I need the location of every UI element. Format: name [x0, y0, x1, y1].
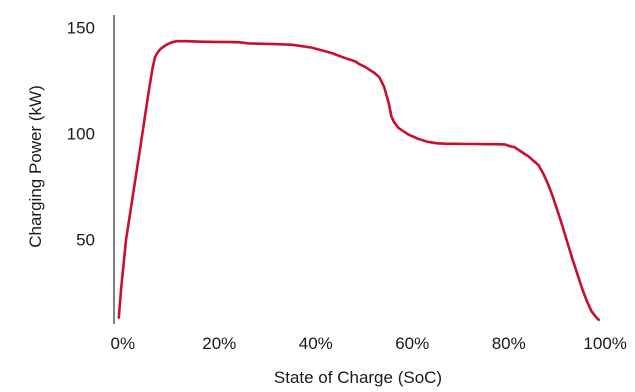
y-tick-label: 50 — [76, 230, 95, 249]
x-tick-label: 40% — [299, 334, 333, 353]
x-axis-title: State of Charge (SoC) — [274, 368, 442, 387]
plot-area — [117, 39, 601, 322]
x-tick-label: 60% — [395, 334, 429, 353]
y-axis-tick-labels: 50 100 150 — [67, 18, 95, 249]
y-tick-label: 150 — [67, 18, 95, 37]
x-tick-label: 100% — [583, 334, 626, 353]
series-line-0 — [117, 39, 601, 322]
x-tick-label: 80% — [492, 334, 526, 353]
x-tick-label: 0% — [111, 334, 136, 353]
y-tick-label: 100 — [67, 124, 95, 143]
x-axis-tick-labels: 0% 20% 40% 60% 80% 100% — [111, 334, 627, 353]
y-axis-title: Charging Power (kW) — [26, 85, 45, 248]
x-tick-label: 20% — [202, 334, 236, 353]
